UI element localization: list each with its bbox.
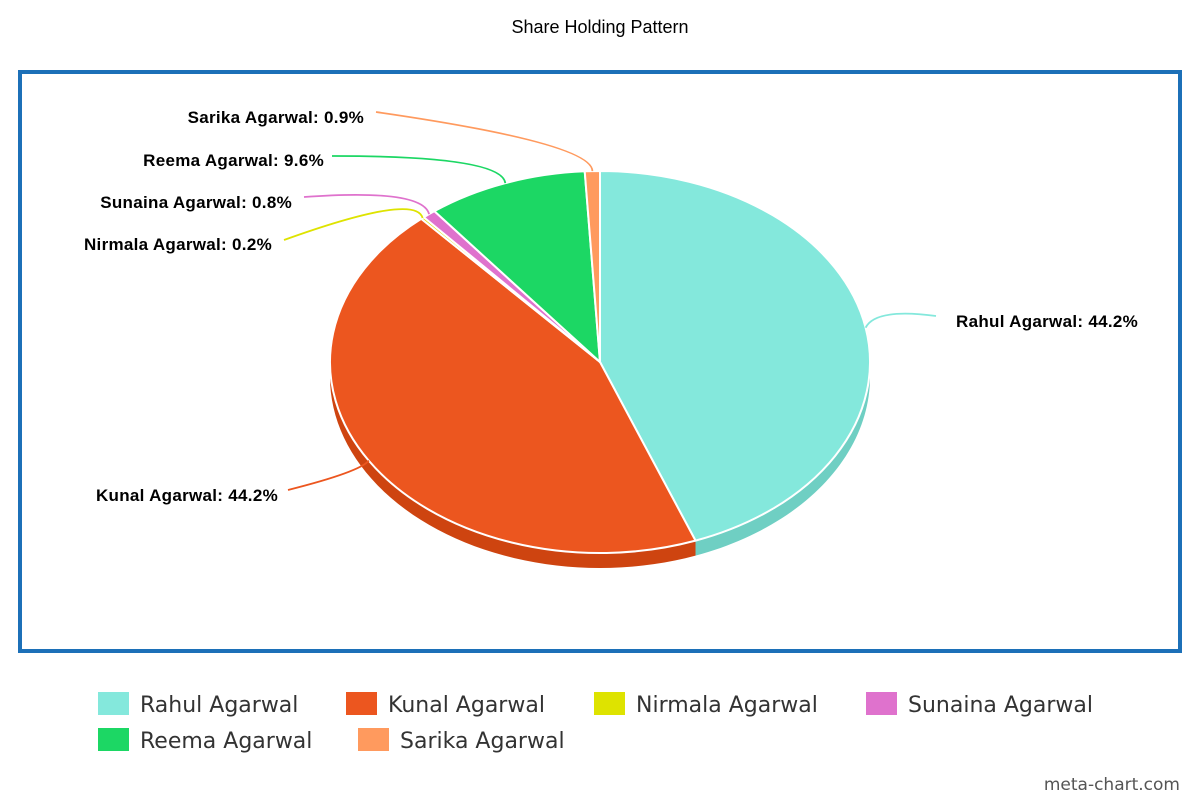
legend-swatch-sunaina-agarwal	[866, 692, 897, 715]
legend-label-sarika-agarwal[interactable]: Sarika Agarwal	[400, 729, 565, 754]
connector-nirmala-agarwal	[283, 208, 424, 241]
slice-label-reema-agarwal: Reema Agarwal: 9.6%	[143, 151, 324, 170]
connector-sunaina-agarwal	[303, 193, 430, 215]
connector-reema-agarwal	[331, 155, 507, 184]
slice-labels-group: Rahul Agarwal: 44.2% Kunal Agarwal: 44.2%…	[84, 108, 1138, 505]
slice-label-rahul-agarwal: Rahul Agarwal: 44.2%	[956, 312, 1138, 331]
legend-label-reema-agarwal[interactable]: Reema Agarwal	[140, 729, 312, 754]
legend-swatch-reema-agarwal	[98, 728, 129, 751]
legend-swatch-kunal-agarwal	[346, 692, 377, 715]
legend: Rahul Agarwal Kunal Agarwal Nirmala Agarwa…	[98, 692, 1093, 754]
slice-label-sarika-agarwal: Sarika Agarwal: 0.9%	[188, 108, 364, 127]
pie-slices-group	[329, 170, 872, 555]
chart-title: Share Holding Pattern	[511, 17, 688, 37]
pie-side-kunal-agarwal	[330, 362, 696, 568]
connector-sarika-agarwal	[375, 111, 594, 172]
slice-label-kunal-agarwal: Kunal Agarwal: 44.2%	[96, 486, 278, 505]
credit-text: meta-chart.com	[1044, 775, 1180, 795]
connector-lines-group	[283, 111, 937, 491]
connector-kunal-agarwal	[287, 459, 370, 491]
legend-swatch-nirmala-agarwal	[594, 692, 625, 715]
legend-label-nirmala-agarwal[interactable]: Nirmala Agarwal	[636, 693, 818, 718]
legend-label-sunaina-agarwal[interactable]: Sunaina Agarwal	[908, 693, 1093, 718]
pie-slice-reema-agarwal[interactable]	[433, 170, 601, 363]
legend-swatch-rahul-agarwal	[98, 692, 129, 715]
slice-label-nirmala-agarwal: Nirmala Agarwal: 0.2%	[84, 235, 272, 254]
legend-label-kunal-agarwal[interactable]: Kunal Agarwal	[388, 693, 545, 718]
legend-swatch-sarika-agarwal	[358, 728, 389, 751]
legend-label-rahul-agarwal[interactable]: Rahul Agarwal	[140, 693, 298, 718]
connector-rahul-agarwal	[864, 312, 937, 329]
slice-label-sunaina-agarwal: Sunaina Agarwal: 0.8%	[100, 193, 292, 212]
pie-slice-kunal-agarwal[interactable]	[329, 217, 697, 555]
